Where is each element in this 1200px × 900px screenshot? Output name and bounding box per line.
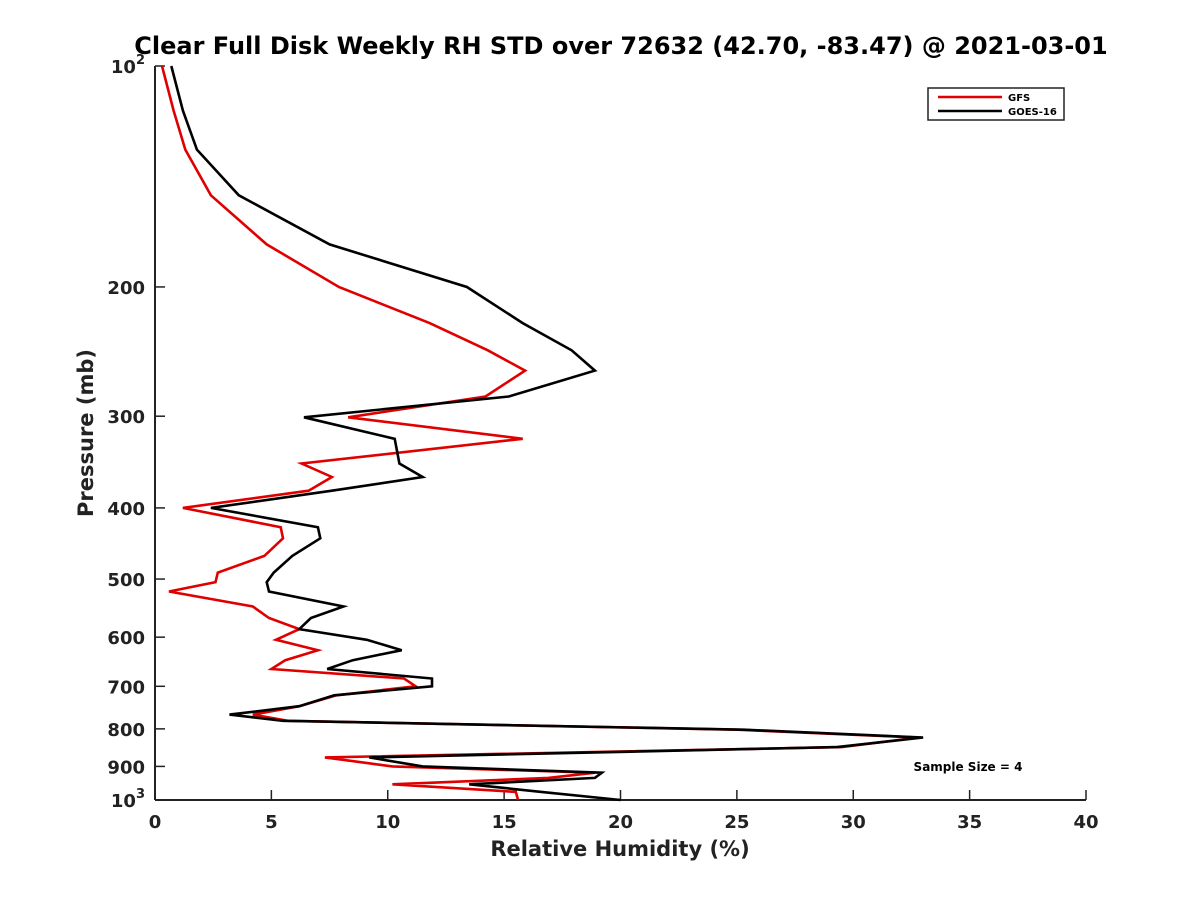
y-tick-base: 700 — [107, 677, 145, 698]
x-tick-label: 35 — [957, 812, 982, 833]
y-tick-label: 300 — [107, 407, 145, 428]
y-tick-label: 500 — [107, 570, 145, 591]
y-tick-exponent: 3 — [136, 787, 145, 802]
legend-label: GFS — [1008, 93, 1030, 104]
x-tick-label: 40 — [1073, 812, 1098, 833]
x-ticks: 0 5 10 15 20 25 30 35 40 — [149, 790, 1099, 833]
y-tick-base: 800 — [107, 720, 145, 741]
y-tick-label: 103 — [111, 787, 145, 812]
y-tick-base: 200 — [107, 278, 145, 299]
x-tick-label: 20 — [608, 812, 633, 833]
series-layer — [160, 65, 924, 802]
y-tick-base: 500 — [107, 570, 145, 591]
y-tick-label: 102 — [111, 53, 145, 78]
y-tick-base: 400 — [107, 499, 145, 520]
x-tick-label: 5 — [265, 812, 278, 833]
y-tick-label: 600 — [107, 628, 145, 649]
x-tick-label: 25 — [724, 812, 749, 833]
x-axis-label: Relative Humidity (%) — [490, 837, 749, 861]
y-tick-base: 300 — [107, 407, 145, 428]
y-tick-exponent: 2 — [136, 53, 145, 68]
y-tick-base: 10 — [111, 57, 136, 78]
y-tick-base: 600 — [107, 628, 145, 649]
x-tick-label: 10 — [375, 812, 400, 833]
legend: GFS GOES-16 — [927, 87, 1065, 121]
y-axis-label: Pressure (mb) — [74, 349, 98, 517]
chart-title: Clear Full Disk Weekly RH STD over 72632… — [134, 32, 1107, 60]
y-tick-label: 400 — [107, 499, 145, 520]
y-tick-label: 800 — [107, 720, 145, 741]
x-tick-label: 30 — [841, 812, 866, 833]
sample-size-annotation: Sample Size = 4 — [914, 760, 1023, 774]
y-tick-label: 700 — [107, 677, 145, 698]
x-tick-label: 15 — [492, 812, 517, 833]
y-tick-base: 10 — [111, 791, 136, 812]
y-tick-label: 900 — [107, 757, 145, 778]
series-line-goes-16 — [170, 65, 924, 802]
y-tick-label: 200 — [107, 278, 145, 299]
legend-box — [927, 87, 1065, 121]
x-tick-label: 0 — [149, 812, 162, 833]
legend-label: GOES-16 — [1008, 107, 1057, 118]
y-tick-base: 900 — [107, 757, 145, 778]
